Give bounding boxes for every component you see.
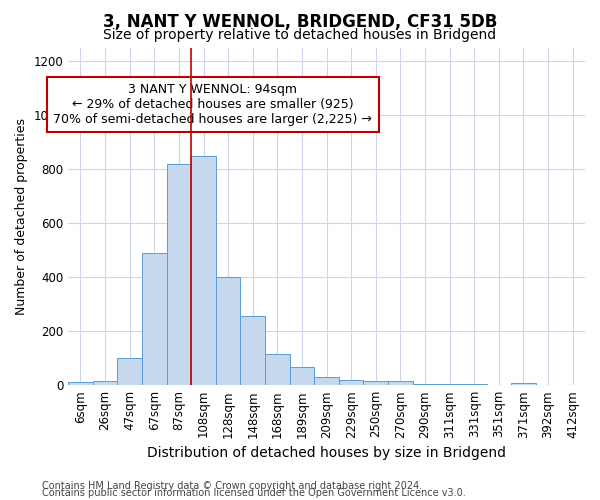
Bar xyxy=(241,316,265,385)
Text: 3 NANT Y WENNOL: 94sqm
← 29% of detached houses are smaller (925)
70% of semi-de: 3 NANT Y WENNOL: 94sqm ← 29% of detached… xyxy=(53,83,373,126)
Bar xyxy=(265,354,290,385)
Bar xyxy=(216,277,241,385)
Text: Size of property relative to detached houses in Bridgend: Size of property relative to detached ho… xyxy=(103,28,497,42)
Bar xyxy=(462,384,487,385)
Bar xyxy=(118,358,142,385)
Bar xyxy=(167,164,191,385)
Bar xyxy=(142,253,167,385)
Y-axis label: Number of detached properties: Number of detached properties xyxy=(15,118,28,315)
Bar xyxy=(437,384,462,385)
Bar xyxy=(191,156,216,385)
Text: Contains HM Land Registry data © Crown copyright and database right 2024.: Contains HM Land Registry data © Crown c… xyxy=(42,481,422,491)
Bar xyxy=(290,367,314,385)
X-axis label: Distribution of detached houses by size in Bridgend: Distribution of detached houses by size … xyxy=(147,446,506,460)
Bar xyxy=(339,380,364,385)
Bar xyxy=(413,384,437,385)
Text: 3, NANT Y WENNOL, BRIDGEND, CF31 5DB: 3, NANT Y WENNOL, BRIDGEND, CF31 5DB xyxy=(103,12,497,30)
Bar xyxy=(68,382,93,385)
Bar xyxy=(93,381,118,385)
Bar xyxy=(388,382,413,385)
Bar xyxy=(511,383,536,385)
Text: Contains public sector information licensed under the Open Government Licence v3: Contains public sector information licen… xyxy=(42,488,466,498)
Bar xyxy=(364,381,388,385)
Bar xyxy=(314,376,339,385)
